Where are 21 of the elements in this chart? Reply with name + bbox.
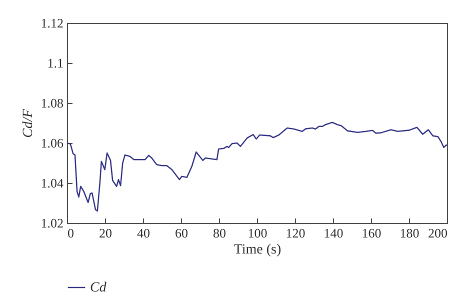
y-tick-label: 1.1 (47, 56, 64, 70)
x-tick-label: 100 (248, 226, 268, 240)
x-axis-title: Time (s) (234, 242, 282, 258)
y-axis-title: Cd/F (20, 108, 36, 138)
x-tick-label: 180 (400, 226, 420, 240)
x-tick-label: 120 (286, 226, 306, 240)
y-tick-label: 1.12 (40, 16, 64, 30)
x-tick-label: 20 (99, 226, 112, 240)
y-tick-label: 1.04 (40, 176, 64, 190)
y-tick-label: 1.02 (40, 216, 64, 230)
x-tick-label: 40 (137, 226, 150, 240)
x-tick-label: 60 (175, 226, 188, 240)
x-tick-label: 140 (324, 226, 344, 240)
y-tick-label: 1.08 (40, 96, 64, 110)
line-series (66, 122, 448, 212)
y-tick-label: 1.06 (40, 136, 64, 150)
x-tick-label: 160 (362, 226, 382, 240)
legend-label: Cd (90, 280, 108, 296)
x-tick-label: 80 (213, 226, 226, 240)
x-tick-label: 0 (68, 226, 74, 240)
x-tick-label: 200 (428, 226, 448, 240)
